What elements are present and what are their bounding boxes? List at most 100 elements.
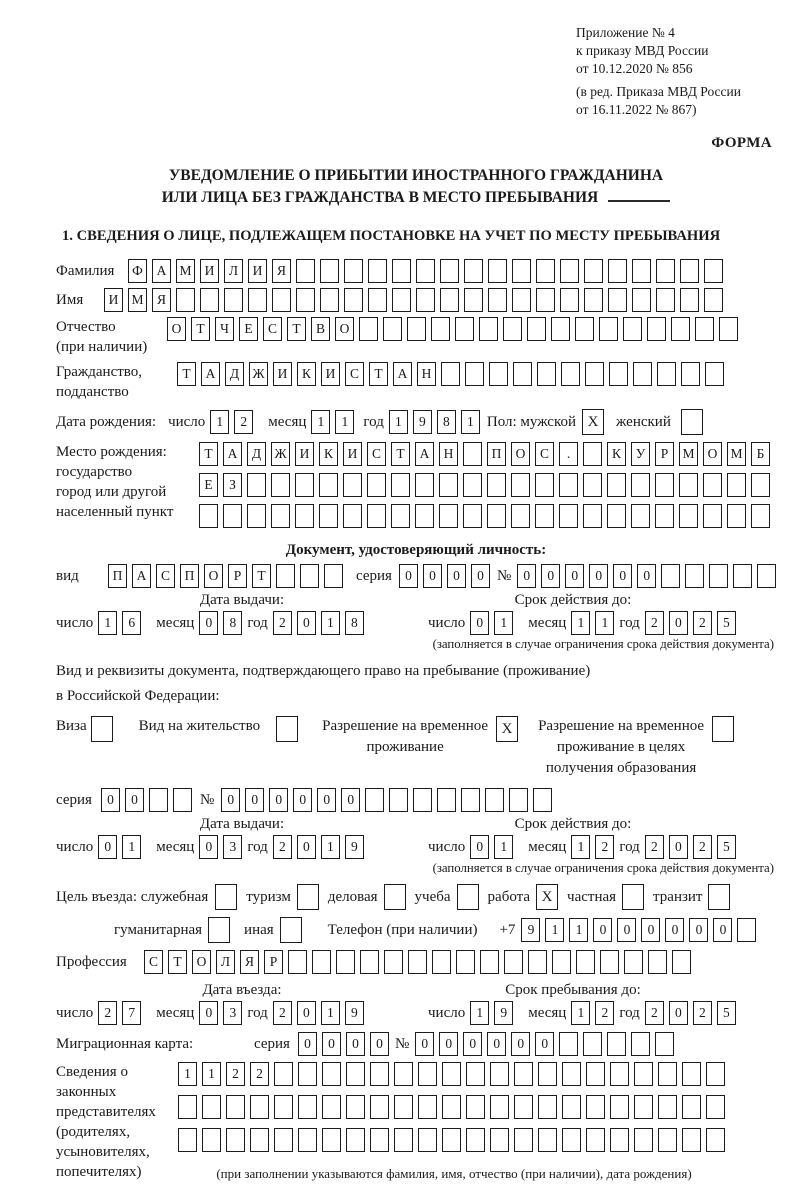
char-cell[interactable]: Ф [128, 259, 147, 283]
char-cell[interactable]: 2 [644, 1001, 664, 1025]
char-cell[interactable]: 0 [296, 1001, 316, 1025]
checkbox-rvp[interactable]: X [496, 716, 519, 742]
char-cell[interactable]: И [248, 259, 267, 283]
char-cell[interactable] [608, 259, 627, 283]
char-cell[interactable]: 0 [98, 835, 118, 859]
char-cell[interactable] [360, 950, 379, 974]
char-cell[interactable] [512, 288, 531, 312]
char-cell[interactable]: 2 [272, 1001, 292, 1025]
char-cell[interactable]: Л [224, 259, 243, 283]
char-cell[interactable] [559, 473, 578, 497]
char-cell[interactable] [488, 259, 507, 283]
char-cell[interactable] [487, 504, 506, 528]
char-cell[interactable] [394, 1128, 413, 1152]
char-cell[interactable] [418, 1128, 437, 1152]
char-cell[interactable]: 0 [463, 1032, 483, 1056]
char-cell[interactable]: 2 [250, 1062, 269, 1086]
char-cell[interactable] [442, 1062, 461, 1086]
char-cell[interactable] [657, 362, 676, 386]
char-cell[interactable]: 0 [446, 564, 466, 588]
char-cell[interactable] [584, 259, 603, 283]
char-cell[interactable] [679, 473, 698, 497]
char-cell[interactable] [389, 788, 409, 812]
char-cell[interactable] [367, 504, 386, 528]
char-cell[interactable] [392, 259, 411, 283]
char-cell[interactable] [559, 504, 578, 528]
char-cell[interactable]: 1 [494, 611, 514, 635]
char-cell[interactable] [610, 1062, 629, 1086]
char-cell[interactable]: С [367, 442, 386, 466]
char-cell[interactable]: Н [417, 362, 436, 386]
char-cell[interactable] [634, 1062, 653, 1086]
char-cell[interactable]: 0 [439, 1032, 459, 1056]
char-cell[interactable]: 2 [272, 835, 292, 859]
char-cell[interactable] [704, 288, 723, 312]
char-cell[interactable] [322, 1095, 341, 1119]
char-cell[interactable] [583, 442, 602, 466]
char-cell[interactable] [679, 504, 698, 528]
char-cell[interactable]: Н [439, 442, 458, 466]
char-cell[interactable]: 0 [293, 788, 313, 812]
char-cell[interactable] [632, 288, 651, 312]
char-cell[interactable] [274, 1095, 293, 1119]
char-cell[interactable] [370, 1095, 389, 1119]
char-cell[interactable] [288, 950, 307, 974]
checkbox-purpose-other[interactable] [279, 917, 302, 943]
char-cell[interactable] [489, 362, 508, 386]
char-cell[interactable] [464, 288, 483, 312]
char-cell[interactable] [226, 1128, 245, 1152]
char-cell[interactable] [704, 259, 723, 283]
char-cell[interactable] [248, 288, 267, 312]
char-cell[interactable] [511, 473, 530, 497]
char-cell[interactable]: М [679, 442, 698, 466]
char-cell[interactable]: Т [391, 442, 410, 466]
char-cell[interactable] [561, 362, 580, 386]
char-cell[interactable]: О [167, 317, 186, 341]
char-cell[interactable] [346, 1128, 365, 1152]
char-cell[interactable] [503, 317, 522, 341]
char-cell[interactable]: 0 [422, 564, 442, 588]
char-cell[interactable]: 2 [272, 611, 292, 635]
char-cell[interactable] [368, 259, 387, 283]
char-cell[interactable]: 0 [617, 918, 637, 942]
char-cell[interactable]: З [223, 473, 242, 497]
char-cell[interactable] [634, 1095, 653, 1119]
char-cell[interactable]: 1 [571, 835, 591, 859]
char-cell[interactable]: 0 [100, 788, 120, 812]
char-cell[interactable]: 1 [571, 1001, 591, 1025]
char-cell[interactable]: 1 [178, 1062, 197, 1086]
char-cell[interactable]: Р [228, 564, 247, 588]
char-cell[interactable] [408, 950, 427, 974]
char-cell[interactable] [465, 362, 484, 386]
char-cell[interactable]: 2 [644, 611, 664, 635]
char-cell[interactable] [272, 288, 291, 312]
char-cell[interactable] [463, 473, 482, 497]
char-cell[interactable]: Т [199, 442, 218, 466]
char-cell[interactable]: И [321, 362, 340, 386]
char-cell[interactable] [413, 788, 433, 812]
char-cell[interactable] [655, 504, 674, 528]
char-cell[interactable]: 2 [692, 1001, 712, 1025]
char-cell[interactable]: С [345, 362, 364, 386]
char-cell[interactable] [680, 259, 699, 283]
char-cell[interactable]: П [487, 442, 506, 466]
char-cell[interactable]: 5 [716, 611, 736, 635]
char-cell[interactable] [461, 788, 481, 812]
checkbox-purpose-tourism[interactable] [296, 884, 319, 910]
char-cell[interactable]: 2 [595, 1001, 615, 1025]
char-cell[interactable] [631, 1032, 651, 1056]
char-cell[interactable]: 0 [593, 918, 613, 942]
char-cell[interactable]: 0 [713, 918, 733, 942]
char-cell[interactable] [648, 950, 667, 974]
char-cell[interactable]: Ж [249, 362, 268, 386]
char-cell[interactable]: О [335, 317, 354, 341]
char-cell[interactable]: 0 [668, 1001, 688, 1025]
char-cell[interactable]: Т [287, 317, 306, 341]
char-cell[interactable] [202, 1095, 221, 1119]
char-cell[interactable] [439, 473, 458, 497]
checkbox-residence-permit[interactable] [276, 716, 299, 742]
char-cell[interactable] [624, 950, 643, 974]
char-cell[interactable]: 2 [234, 410, 254, 434]
char-cell[interactable] [440, 288, 459, 312]
char-cell[interactable] [513, 362, 532, 386]
